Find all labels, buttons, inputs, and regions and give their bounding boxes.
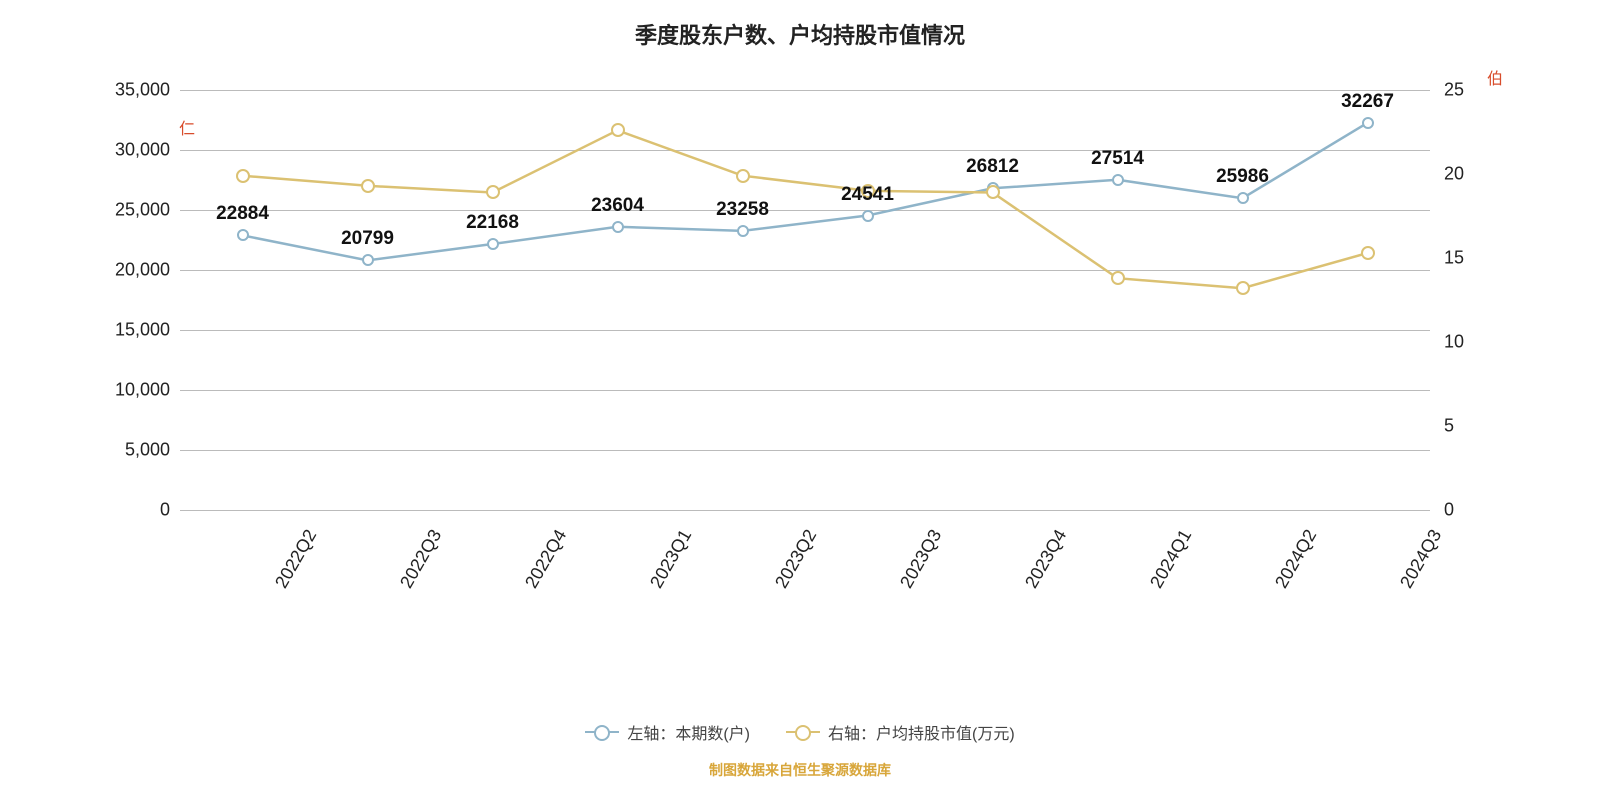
legend-line-icon: [585, 731, 619, 733]
value-label-shareholders: 27514: [1091, 148, 1144, 170]
x-tick-label: 2024Q3: [1396, 526, 1446, 592]
x-tick-label: 2022Q2: [271, 526, 321, 592]
value-label-shareholders: 25986: [1216, 166, 1269, 188]
y-right-tick-label: 5: [1444, 416, 1454, 437]
shareholder-chart: 季度股东户数、户均持股市值情况 0 5,000 10,000 15,000 20,000…: [0, 0, 1600, 800]
series-marker-avg_value: [736, 169, 750, 183]
y-left-tick-label: 0: [160, 500, 170, 521]
series-marker-avg_value: [361, 179, 375, 193]
value-label-shareholders: 22168: [466, 212, 519, 234]
series-marker-avg_value: [986, 185, 1000, 199]
series-marker-avg_value: [1111, 271, 1125, 285]
y-right-axis-title: 伯: [1480, 70, 1504, 86]
series-marker-shareholders: [487, 238, 499, 250]
value-label-shareholders: 23258: [716, 199, 769, 221]
x-tick-label: 2023Q3: [896, 526, 946, 592]
gridline: [180, 510, 1430, 511]
x-tick-label: 2023Q4: [1021, 526, 1071, 592]
series-line-shareholders: [243, 123, 1368, 261]
value-label-shareholders: 32267: [1341, 91, 1394, 113]
legend-item-avg_value: 右轴：户均持股市值(万元): [786, 720, 1015, 744]
x-tick-label: 2024Q2: [1271, 526, 1321, 592]
series-marker-shareholders: [362, 254, 374, 266]
y-right-tick-label: 15: [1444, 248, 1464, 269]
legend-label: 左轴：本期数(户): [627, 720, 750, 744]
series-marker-shareholders: [1237, 192, 1249, 204]
x-tick-label: 2024Q1: [1146, 526, 1196, 592]
value-label-shareholders: 20799: [341, 228, 394, 250]
y-right-tick-label: 20: [1444, 164, 1464, 185]
legend-marker-icon: [594, 725, 610, 741]
y-right-tick-label: 10: [1444, 332, 1464, 353]
x-tick-label: 2023Q1: [646, 526, 696, 592]
y-left-tick-label: 5,000: [125, 440, 170, 461]
series-marker-avg_value: [611, 123, 625, 137]
x-tick-label: 2022Q4: [521, 526, 571, 592]
chart-title: 季度股东户数、户均持股市值情况: [0, 18, 1600, 50]
series-marker-shareholders: [862, 210, 874, 222]
y-left-tick-label: 15,000: [115, 320, 170, 341]
legend-marker-icon: [795, 725, 811, 741]
y-left-tick-label: 30,000: [115, 140, 170, 161]
y-left-tick-label: 35,000: [115, 80, 170, 101]
y-left-axis-title: 仁: [172, 120, 196, 136]
value-label-shareholders: 23604: [591, 195, 644, 217]
legend-line-icon: [786, 731, 820, 733]
x-tick-label: 2022Q3: [396, 526, 446, 592]
series-line-avg_value: [243, 130, 1368, 288]
value-label-shareholders: 24541: [841, 184, 894, 206]
y-left-tick-label: 25,000: [115, 200, 170, 221]
value-label-shareholders: 26812: [966, 156, 1019, 178]
source-note: 制图数据来自恒生聚源数据库: [0, 760, 1600, 780]
series-marker-avg_value: [1361, 246, 1375, 260]
legend-label: 右轴：户均持股市值(万元): [828, 720, 1015, 744]
y-left-tick-label: 10,000: [115, 380, 170, 401]
series-marker-shareholders: [612, 221, 624, 233]
series-marker-shareholders: [237, 229, 249, 241]
series-marker-shareholders: [737, 225, 749, 237]
plot-area: [180, 90, 1430, 510]
series-marker-shareholders: [1112, 174, 1124, 186]
legend-item-shareholders: 左轴：本期数(户): [585, 720, 750, 744]
series-marker-avg_value: [236, 169, 250, 183]
series-lines: [180, 90, 1430, 510]
series-marker-avg_value: [1236, 281, 1250, 295]
x-tick-label: 2023Q2: [771, 526, 821, 592]
series-marker-shareholders: [1362, 117, 1374, 129]
value-label-shareholders: 22884: [216, 203, 269, 225]
y-left-tick-label: 20,000: [115, 260, 170, 281]
y-right-tick-label: 0: [1444, 500, 1454, 521]
legend: 左轴：本期数(户) 右轴：户均持股市值(万元): [0, 720, 1600, 744]
series-marker-avg_value: [486, 185, 500, 199]
y-right-tick-label: 25: [1444, 80, 1464, 101]
